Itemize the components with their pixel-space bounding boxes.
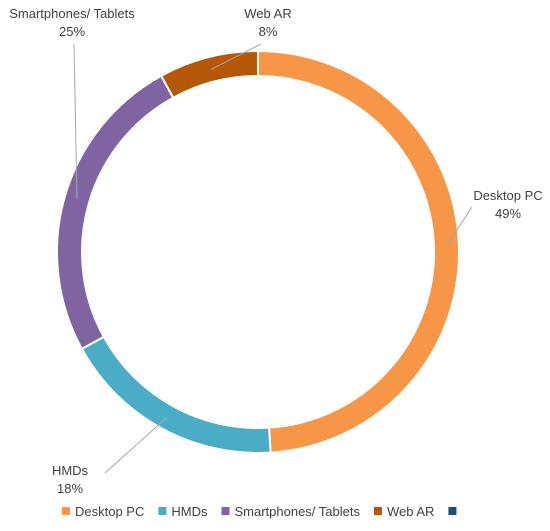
data-label-web-ar: Web AR	[244, 6, 291, 21]
donut-slices	[56, 49, 460, 454]
data-value-web-ar: 8%	[259, 24, 278, 39]
slice-hmds	[80, 335, 272, 454]
legend-label-web-ar: Web AR	[387, 504, 434, 519]
legend-swatch-web-ar	[373, 507, 382, 515]
leader-line-web-ar	[210, 43, 262, 70]
slice-web-ar	[159, 49, 259, 100]
data-label-smartphones-tablets: Smartphones/ Tablets	[9, 6, 135, 21]
legend-swatch-desktop-pc	[62, 507, 70, 515]
data-value-smartphones-tablets: 25%	[59, 24, 85, 39]
legend-label-hmds: HMDs	[171, 504, 208, 519]
leader-line-smartphones-tablets	[73, 43, 78, 200]
data-labels: Desktop PC 49% HMDs 18% Smartphones/ Tablets…	[9, 6, 542, 496]
legend-swatch-smartphones-tablets	[221, 507, 230, 515]
leader-line-hmds	[104, 416, 168, 474]
legend-swatch-hmds	[158, 507, 167, 515]
data-value-hmds: 18%	[57, 481, 83, 496]
leader-line-desktop-pc	[445, 206, 473, 247]
leader-lines	[73, 43, 473, 474]
slice-smartphones-tablets	[56, 74, 175, 351]
legend-swatch-unlabeled-4	[448, 507, 457, 515]
data-value-desktop-pc: 49%	[495, 206, 521, 221]
legend-label-desktop-pc: Desktop PC	[75, 504, 144, 519]
slice-desktop-pc	[257, 49, 460, 454]
data-label-hmds: HMDs	[52, 463, 89, 478]
data-label-desktop-pc: Desktop PC	[473, 188, 542, 203]
legend: Desktop PC HMDs Smartphones/ Tablets Web AR	[62, 504, 457, 519]
legend-label-smartphones-tablets: Smartphones/ Tablets	[234, 504, 360, 519]
